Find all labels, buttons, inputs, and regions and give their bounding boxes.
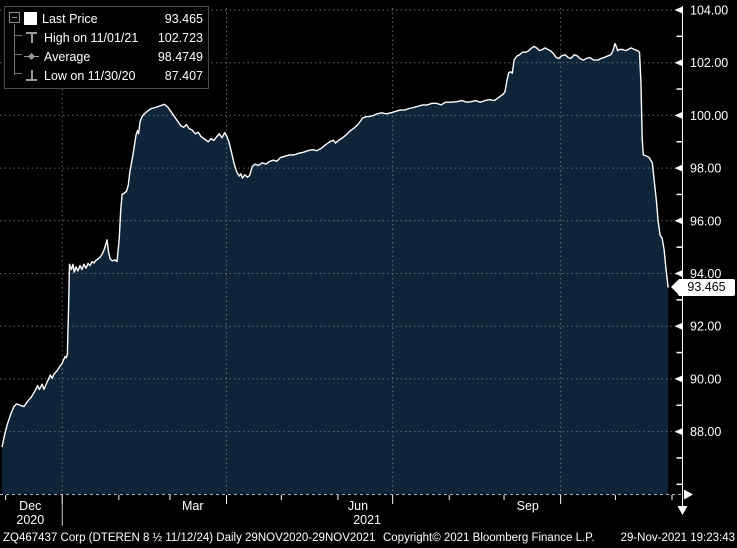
y-tick-arrow-icon: [674, 164, 683, 172]
legend-item-high[interactable]: High on 11/01/21 102.723: [9, 28, 203, 47]
y-tick-arrow-icon: [674, 111, 683, 119]
legend-value: 93.465: [164, 11, 203, 26]
status-bar: ZQ467437 Corp (DTEREN 8 ½ 11/12/24) Dail…: [0, 528, 737, 548]
y-tick-arrow-icon: [674, 217, 683, 225]
legend-tree-stub: [14, 54, 22, 55]
legend-tree-line: [14, 24, 15, 75]
axes: [0, 6, 693, 526]
area-fill: [2, 43, 669, 494]
y-tick-label: 102.00: [690, 56, 728, 70]
axis-labels: 88.00 90.00 92.00 94.00 96.00 98.00 100.00 102.…: [16, 4, 728, 528]
copyright-text: Copyright© 2021 Bloomberg Finance L.P.: [382, 532, 595, 544]
legend-label: Average: [44, 49, 91, 64]
last-price-series-line: [1, 42, 669, 448]
price-chart[interactable]: 88.00 90.00 92.00 94.00 96.00 98.00 100.00 102.…: [0, 0, 737, 528]
legend-value: 87.407: [164, 68, 203, 83]
legend-label: High on 11/01/21: [44, 30, 139, 45]
low-whisker-icon: [24, 69, 39, 82]
legend-collapse-icon[interactable]: [9, 12, 20, 23]
last-price-badge: 93.465: [671, 279, 735, 296]
high-whisker-icon: [24, 31, 39, 44]
y-tick-label: 98.00: [690, 162, 721, 176]
y-tick-arrow-icon: [674, 428, 683, 436]
y-tick-arrow-icon: [674, 322, 683, 330]
y-tick-arrow-icon: [674, 59, 683, 67]
x-year-label: 2020: [16, 513, 44, 527]
y-tick-label: 100.00: [690, 109, 728, 123]
legend-box[interactable]: Last Price 93.465 High on 11/01/21 102.7…: [4, 6, 209, 89]
area-under-line: [2, 43, 669, 494]
y-tick-arrow-icon: [674, 375, 683, 383]
y-tick-arrow-icon: [674, 6, 683, 14]
legend-tree-stub: [14, 35, 22, 36]
last-price-marker-icon: [24, 12, 37, 25]
y-tick-label: 92.00: [690, 320, 721, 334]
security-description: ZQ467437 Corp (DTEREN 8 ½ 11/12/24) Dail…: [3, 532, 376, 544]
timestamp: 29-Nov-2021 19:23:43: [620, 532, 735, 544]
y-tick-label: 88.00: [690, 425, 721, 439]
x-month-label: Jun: [348, 499, 368, 513]
y-tick-label: 96.00: [690, 214, 721, 228]
y-tick-label: 94.00: [690, 267, 721, 281]
legend-label: Low on 11/30/20: [44, 68, 136, 83]
legend-value: 98.4749: [157, 49, 203, 64]
legend-item-average[interactable]: Average 98.4749: [9, 47, 203, 66]
legend-tree-stub: [14, 73, 22, 74]
price-line: [1, 42, 669, 448]
y-tick-arrow-icon: [674, 270, 683, 277]
x-axis-arrow-icon: [684, 489, 693, 500]
legend-item-last-price[interactable]: Last Price 93.465: [9, 9, 203, 28]
average-marker-icon: [24, 50, 39, 63]
x-month-label: Dec: [19, 499, 41, 513]
y-axis-arrow-icon: [677, 506, 688, 515]
x-month-label: Mar: [182, 499, 204, 513]
legend-item-low[interactable]: Low on 11/30/20 87.407: [9, 66, 203, 85]
x-month-label: Sep: [517, 499, 539, 513]
legend-value: 102.723: [157, 30, 203, 45]
y-tick-label: 104.00: [690, 4, 728, 18]
y-tick-label: 90.00: [690, 372, 721, 386]
legend-label: Last Price: [42, 11, 98, 26]
x-year-label: 2021: [353, 513, 381, 527]
